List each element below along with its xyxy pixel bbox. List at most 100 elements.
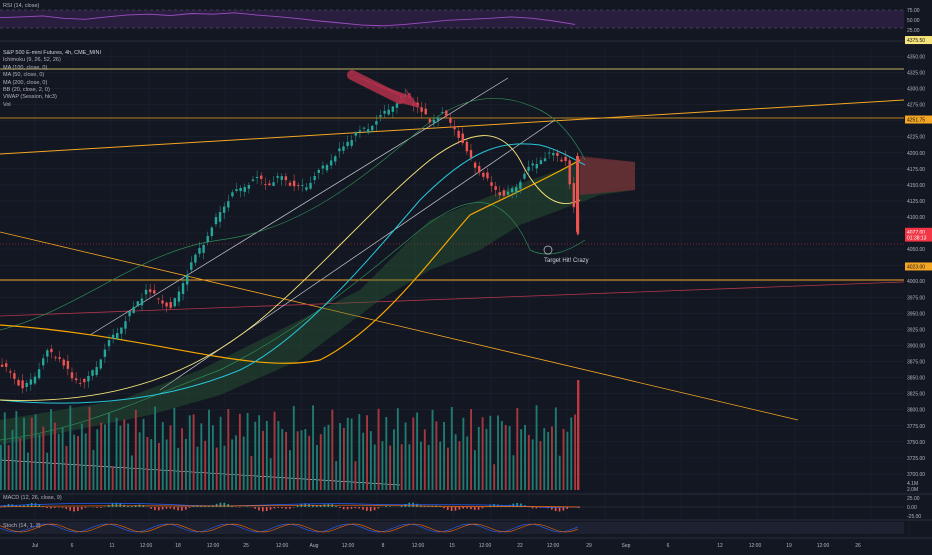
legend-ma50: MA (50, close, 0) [3,72,44,79]
candle [91,370,93,376]
price-tick: 4150.00 [907,183,925,189]
time-tick: Sep [622,543,631,549]
volume-bar [420,442,422,490]
macd-bar [154,507,156,510]
volume-bar [320,434,322,490]
macd-bar [66,507,68,509]
candle [54,357,56,358]
volume-bar [270,458,272,490]
volume-bar [96,429,98,490]
target-circle [544,246,552,254]
candle [170,302,172,308]
time-tick: Jul [32,543,38,549]
candle [375,121,377,125]
candle [396,103,398,107]
candle [141,299,143,306]
time-tick: 12:00 [140,543,153,549]
volume-bar [462,418,464,490]
candle [569,160,571,184]
volume-bar [81,424,83,490]
volume-bar [524,425,526,490]
candle [46,350,48,356]
volume-bar [528,435,530,490]
time-tick: 15 [449,543,455,549]
volume-bar [358,414,360,490]
volume-bar [489,416,491,490]
time-tick: 22 [517,543,523,549]
candle [182,283,184,294]
candle [573,183,575,207]
volume-bar [77,436,79,490]
volume-bar [266,421,268,490]
macd-bar [262,507,264,511]
candle [276,176,278,178]
legend-bb: BB (20, close, 2, 0) [3,87,50,94]
volume-bar [146,437,148,490]
volume-bar [497,415,499,490]
candle [560,160,562,162]
price-tick: 4350.00 [907,54,925,60]
price-label: 4251.75 [907,118,925,124]
candle [334,156,336,161]
volume-bar [482,417,484,490]
price-tick: 4175.00 [907,167,925,173]
candle [227,201,229,207]
volume-bar [536,405,538,490]
candle [235,189,237,191]
time-tick: 6 [71,543,74,549]
volume-bar [89,407,91,490]
volume-bar [54,423,56,490]
macd-bar [316,506,318,507]
candle [482,173,484,177]
volume-bar [227,409,229,490]
macd-bar [358,507,360,509]
volume-bar [73,435,75,490]
volume-bar [366,415,368,490]
macd-tick: -25.00 [907,514,921,520]
volume-bar [285,432,287,490]
candle [507,192,509,195]
candle [392,106,394,111]
candle [383,111,385,114]
candle [5,363,7,367]
volume-bar [173,408,175,490]
volume-bar [193,414,195,490]
candle [202,245,204,253]
volume-bar [335,461,337,490]
legend-vol: Vol [3,102,11,109]
macd-bar [474,507,476,510]
volume-bar [343,428,345,490]
candle [116,333,118,339]
volume-bar [435,421,437,490]
volume-bar [393,429,395,490]
volume-bar [328,425,330,490]
volume-bar [428,445,430,490]
volume-bar [262,431,264,490]
macd-pane: 25.00 0.00 -25.00 [0,496,921,520]
macd-bar [100,507,102,508]
candle [104,350,106,357]
volume-bar [208,410,210,490]
candle [112,335,114,339]
macd-bar [443,507,445,508]
volume-bar [439,442,441,490]
price-tick: 3800.00 [907,408,925,414]
time-tick: 12:00 [412,543,425,549]
candle [367,129,369,133]
volume-bar [27,453,29,490]
candle [420,107,422,111]
symbol-title: S&P 500 E-mini Futures, 4h, CME_MINI [3,50,101,57]
volume-bar [8,445,10,490]
candle [322,166,324,169]
candle [548,153,550,154]
volume-bar [447,448,449,490]
volume-bar [12,430,14,490]
macd-bar [119,503,121,507]
price-tick: 3700.00 [907,472,925,478]
macd-legend: MACD (12, 26, close, 9) [3,495,62,502]
candle [215,217,217,224]
volume-bar [289,450,291,490]
macd-bar [50,507,52,508]
candle [231,192,233,196]
time-tick: 11 [109,543,114,549]
